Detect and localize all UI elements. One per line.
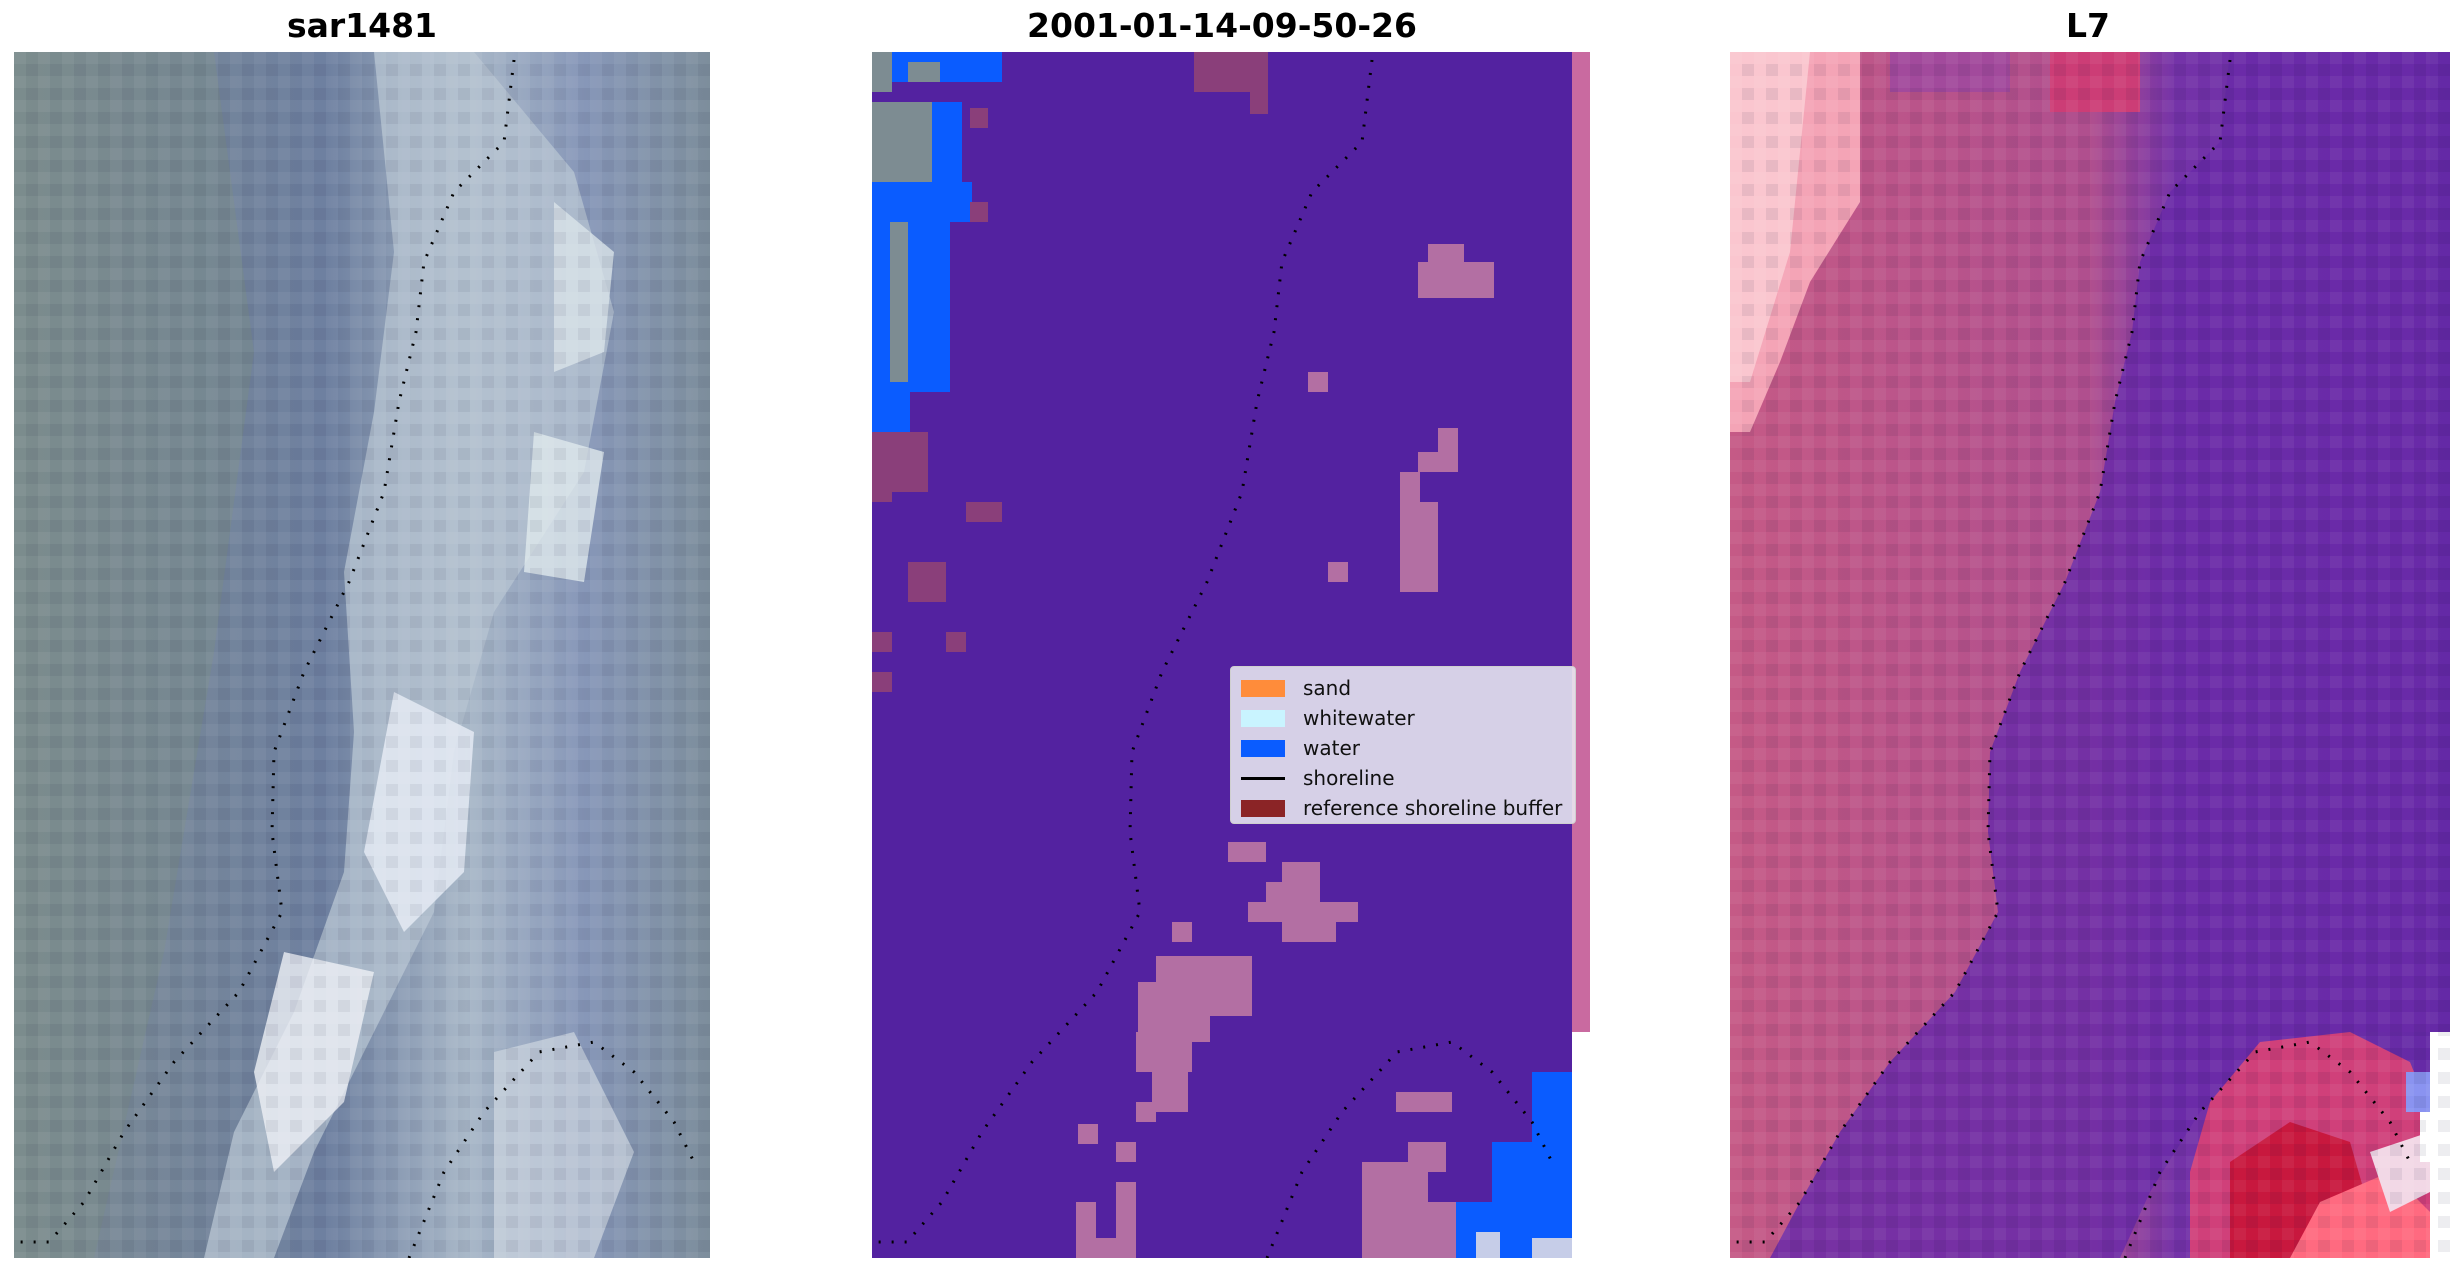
- legend-item-reference-shoreline-buffer: reference shoreline buffer: [1241, 793, 1565, 823]
- classification-map: [872, 52, 1592, 1258]
- l7-image: [1730, 52, 2450, 1258]
- whitewater-swatch: [1241, 709, 1285, 727]
- legend-item-whitewater: whitewater: [1241, 703, 1565, 733]
- buffer-swatch: [1241, 799, 1285, 817]
- shoreline-left: [19, 59, 516, 1244]
- panel-title-middle: 2001-01-14-09-50-26: [1027, 6, 1417, 45]
- panel-title-right: L7: [2066, 6, 2110, 45]
- legend-item-water: water: [1241, 733, 1565, 763]
- rgb-image-panel: [14, 52, 710, 1258]
- legend: sand whitewater water shoreline referenc…: [1230, 666, 1576, 824]
- rgb-image: [14, 52, 710, 1258]
- water-swatch: [1241, 739, 1285, 757]
- shoreline-right-2: [2123, 1040, 2412, 1258]
- shoreline-middle: [877, 59, 1374, 1244]
- classification-panel: [872, 52, 1592, 1258]
- sand-swatch: [1241, 679, 1285, 697]
- shoreline-line-swatch: [1241, 776, 1285, 780]
- legend-label: sand: [1303, 676, 1352, 700]
- legend-label: whitewater: [1303, 706, 1415, 730]
- l7-image-panel: [1730, 52, 2450, 1258]
- panel-title-left: sar1481: [286, 6, 438, 45]
- legend-label: water: [1303, 736, 1360, 760]
- legend-item-shoreline: shoreline: [1241, 763, 1565, 793]
- legend-label: shoreline: [1303, 766, 1395, 790]
- legend-label: reference shoreline buffer: [1303, 796, 1563, 820]
- legend-item-sand: sand: [1241, 673, 1565, 703]
- shoreline-middle-2: [1265, 1040, 1554, 1258]
- shoreline-right: [1735, 59, 2232, 1244]
- shoreline-left-2: [407, 1040, 696, 1258]
